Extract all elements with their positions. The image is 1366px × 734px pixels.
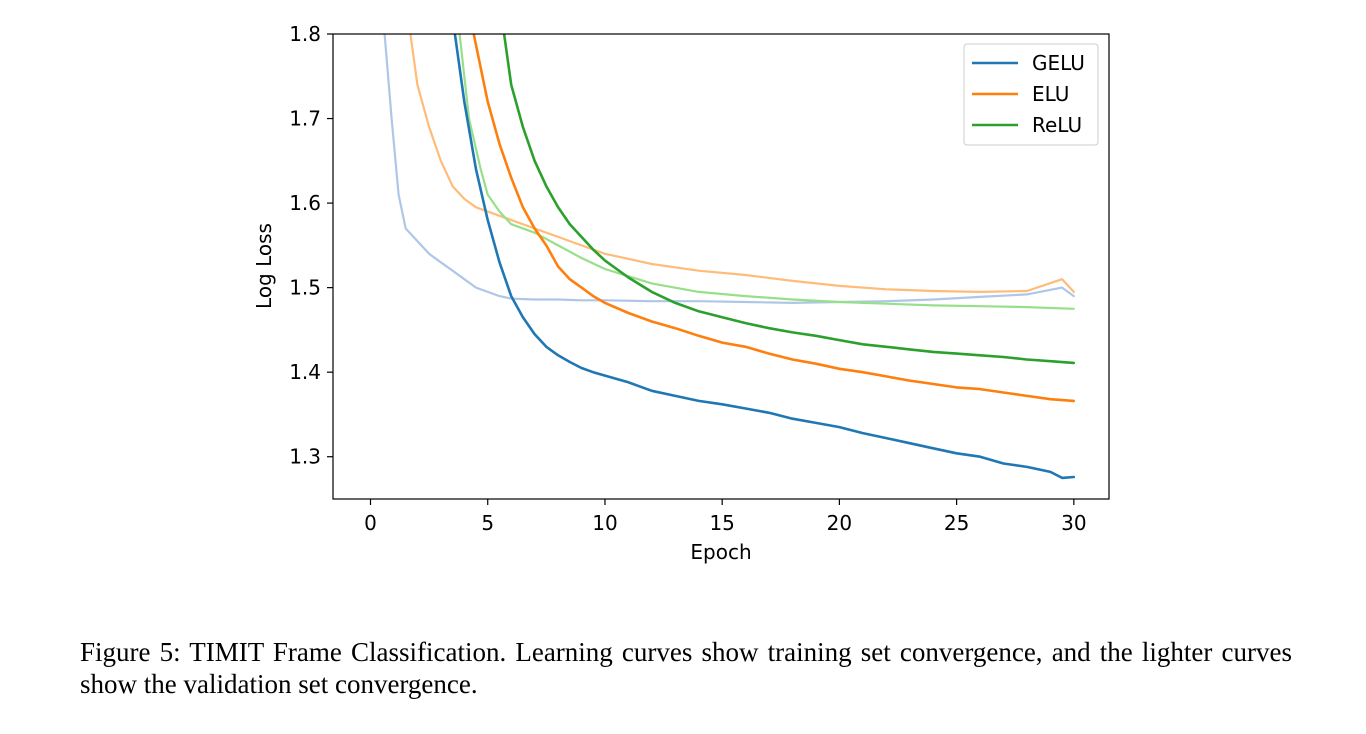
- plot-frame: [332, 33, 1110, 500]
- legend-label-relu: ReLU: [1032, 113, 1082, 137]
- y-tick-label: 1.4: [289, 360, 321, 384]
- y-axis: 1.3 1.4 1.5 1.6 1.7 1.8: [289, 22, 333, 469]
- legend-label-elu: ELU: [1032, 82, 1069, 106]
- x-tick-label: 0: [364, 511, 377, 535]
- y-tick-label: 1.7: [289, 107, 321, 131]
- series-line-gelu-validation: [383, 34, 1075, 304]
- x-tick-label: 10: [592, 511, 617, 535]
- series-line-elu-train: [472, 34, 1076, 403]
- x-tick-label: 15: [709, 511, 734, 535]
- line-chart: 0 5 10 15 20 25 30 1.3 1.4 1.5 1.6 1.7 1.8 Epoch Lo…: [252, 22, 1110, 564]
- legend-frame: [963, 43, 1099, 146]
- legend-label-gelu: GELU: [1032, 51, 1085, 75]
- series-line-relu-train: [502, 34, 1076, 365]
- figure-caption: Figure 5: TIMIT Frame Classification. Le…: [80, 637, 1292, 699]
- x-axis: 0 5 10 15 20 25 30: [364, 499, 1087, 535]
- y-axis-label: Log Loss: [252, 223, 276, 309]
- x-tick-label: 25: [944, 511, 969, 535]
- legend: GELU ELU ReLU: [963, 43, 1099, 146]
- y-tick-label: 1.8: [289, 22, 321, 46]
- y-tick-label: 1.3: [289, 445, 321, 469]
- y-tick-label: 1.6: [289, 191, 321, 215]
- series-line-elu-validation: [409, 34, 1075, 293]
- y-tick-label: 1.5: [289, 276, 321, 300]
- x-tick-label: 5: [481, 511, 494, 535]
- x-tick-label: 20: [827, 511, 852, 535]
- series-layer: [383, 34, 1076, 480]
- x-axis-label: Epoch: [690, 540, 751, 564]
- x-tick-label: 30: [1061, 511, 1086, 535]
- series-line-gelu-train: [453, 34, 1076, 480]
